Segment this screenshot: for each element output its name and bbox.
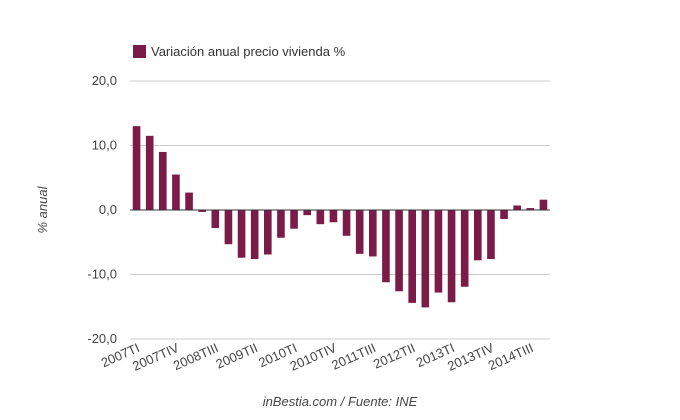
bar-2014TIV	[539, 199, 548, 210]
y-tick-label: 0,0	[99, 202, 117, 217]
bar-2013TIII	[474, 210, 482, 261]
bar-2008TI	[185, 192, 193, 210]
bar-2007TII	[145, 135, 154, 210]
bar-2008TIII	[211, 210, 220, 229]
bar-2014TIII	[526, 208, 535, 210]
bar-2010TIV	[329, 210, 338, 223]
x-tick-label: 2011TIII	[329, 340, 378, 373]
y-tick-label: -10,0	[87, 267, 117, 282]
x-tick-label: 2012TII	[371, 340, 417, 372]
bar-2012TIII	[421, 210, 430, 308]
bar-2012TII	[408, 210, 416, 303]
bar-2012TIV	[434, 210, 443, 293]
y-tick-label: 10,0	[92, 138, 117, 153]
bar-2010TI	[290, 210, 298, 229]
bar-2011TIII	[369, 210, 377, 257]
x-tick-label: 2014TIII	[486, 340, 536, 373]
x-tick-label: 2008TIII	[171, 340, 221, 373]
bar-2010TIII	[316, 210, 325, 225]
bar-2008TIV	[224, 210, 233, 245]
bar-2012TI	[395, 210, 403, 292]
bar-2007TIII	[159, 151, 167, 210]
x-tick-label: 2009TII	[214, 340, 260, 372]
y-axis-title: % anual	[35, 185, 50, 233]
y-tick-label: 20,0	[92, 73, 117, 88]
bar-2011TI	[342, 210, 351, 236]
bar-2009TII	[250, 210, 259, 260]
bar-2011TIV	[382, 210, 390, 283]
legend-label: Variación anual precio vivienda %	[151, 44, 346, 59]
bar-2009TIV	[277, 210, 285, 238]
bar-2007TIV	[172, 174, 180, 210]
footer-source: inBestia.com / Fuente: INE	[263, 394, 418, 409]
bar-2009TIII	[264, 210, 272, 255]
bar-2008TII	[198, 210, 206, 212]
bar-2013TIV	[487, 210, 495, 260]
bar-2013TII	[460, 210, 469, 287]
bar-2011TII	[355, 210, 364, 254]
legend-swatch	[133, 45, 146, 58]
y-tick-label: -20,0	[87, 331, 117, 346]
bar-2013TI	[447, 210, 456, 303]
bars	[130, 126, 550, 308]
legend: Variación anual precio vivienda %	[133, 44, 346, 59]
bar-2014TII	[513, 205, 521, 210]
bar-2014TI	[500, 210, 508, 220]
bar-2007TI	[132, 126, 141, 210]
bar-2010TII	[303, 210, 311, 216]
bar-2009TI	[237, 210, 246, 258]
